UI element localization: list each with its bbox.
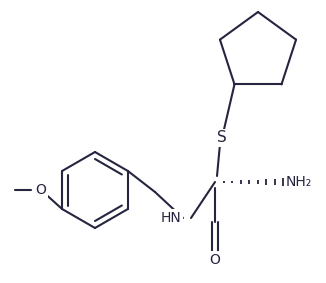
Text: S: S <box>217 130 227 145</box>
Text: HN: HN <box>160 211 181 225</box>
Text: O: O <box>36 183 46 197</box>
Text: O: O <box>210 253 220 267</box>
Text: NH₂: NH₂ <box>286 175 312 189</box>
